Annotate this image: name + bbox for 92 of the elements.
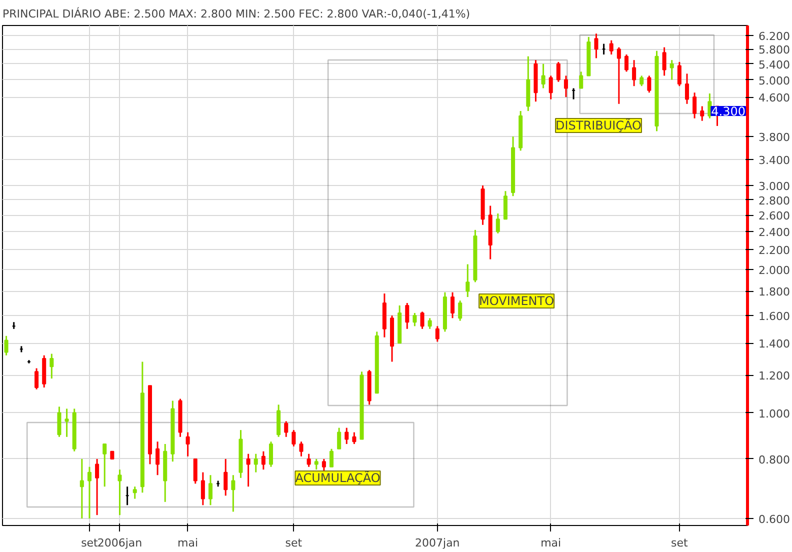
candlestick <box>34 368 39 390</box>
candlestick <box>193 458 198 484</box>
y-tick-label: 1.800 <box>758 286 790 299</box>
candlestick <box>662 46 666 76</box>
y-tick-label: 0.800 <box>758 453 790 466</box>
annotation: DISTRIBUIÇÃO <box>556 118 642 132</box>
y-tick-label: 6.200 <box>758 30 790 43</box>
candlestick <box>496 212 500 234</box>
x-tick-label: set <box>285 536 303 550</box>
candlestick <box>231 474 236 512</box>
candlestick <box>102 443 107 488</box>
y-tick-label: 2.200 <box>758 244 790 258</box>
candlestick <box>80 458 84 520</box>
candlestick <box>541 63 546 89</box>
candlestick <box>276 404 281 438</box>
candlestick <box>268 440 274 468</box>
candlestick <box>503 190 508 220</box>
x-tick-label: 2007jan <box>415 536 460 550</box>
candlestick <box>609 40 614 56</box>
y-tick-label: 4.600 <box>758 92 790 105</box>
y-tick-label: 5.400 <box>758 58 790 72</box>
candlestick <box>677 61 682 87</box>
candlestick <box>647 74 652 94</box>
candlestick <box>640 74 644 87</box>
y-tick-label: 2.600 <box>758 210 790 223</box>
candlestick <box>548 74 553 100</box>
candlestick <box>564 74 568 98</box>
y-tick-label: 0.600 <box>758 512 790 526</box>
candlestick <box>284 420 288 438</box>
candlestick <box>670 59 674 81</box>
candlestick <box>594 32 598 59</box>
y-tick-label: 2.800 <box>758 194 790 208</box>
candlestick <box>224 458 228 496</box>
annotation: ACUMULAÇÃO <box>295 470 380 485</box>
candlestick <box>118 468 122 516</box>
x-tick-label: mai <box>540 536 562 550</box>
y-tick-label: 1.000 <box>758 407 790 420</box>
y-tick-label: 1.200 <box>758 370 790 383</box>
candlestick <box>246 453 250 488</box>
candlestick <box>200 472 205 506</box>
candlestick <box>156 440 160 476</box>
candlestick <box>700 105 704 122</box>
y-tick-label: 5.000 <box>758 74 790 88</box>
chart-title: PRINCIPAL DIÁRIO ABE: 2.500 MAX: 2.800 MIN: 2.500 FEC: 2.800 VAR:-0,040(-1,41%) <box>2 6 470 20</box>
candlestick <box>344 427 349 445</box>
candlestick <box>57 406 62 438</box>
candlestick <box>95 458 100 516</box>
candlestick <box>458 300 462 322</box>
candlestick <box>684 72 690 105</box>
x-tick-label: set <box>81 536 99 550</box>
y-tick-label: 3.400 <box>758 154 790 168</box>
candlestick <box>692 92 697 120</box>
candlestick <box>299 440 304 458</box>
candlestick <box>208 474 213 506</box>
x-tick-label: 2006jan <box>97 536 142 550</box>
candlestick <box>186 432 190 458</box>
candlestick <box>466 264 470 298</box>
y-tick-label: 5.800 <box>758 44 790 57</box>
candlestick <box>50 353 54 380</box>
candlestick <box>337 427 342 450</box>
y-tick-label: 2.400 <box>758 226 790 240</box>
candlestick <box>87 466 92 520</box>
candlestick <box>405 302 410 330</box>
y-tick-label: 3.000 <box>758 180 790 193</box>
x-tick-label: mai <box>178 536 198 550</box>
candlestick <box>556 61 560 83</box>
candlestick <box>352 432 356 445</box>
candlestick <box>261 450 266 470</box>
annotation: MOVIMENTO <box>479 294 554 308</box>
y-tick-label: 1.600 <box>758 310 790 324</box>
candlestick <box>435 325 440 342</box>
y-tick-label: 1.400 <box>758 338 790 351</box>
candlestick <box>329 448 334 468</box>
candlestick <box>292 429 296 448</box>
candlestick <box>616 46 621 105</box>
candlestick <box>4 335 8 356</box>
candlestick <box>306 453 311 468</box>
candlestick <box>412 312 417 327</box>
candlestick <box>632 59 636 87</box>
candlestick <box>579 70 584 89</box>
x-tick-label: set <box>671 536 689 550</box>
candlestick <box>314 458 318 470</box>
y-tick-label: 3.800 <box>758 131 790 144</box>
candlestick <box>254 453 258 474</box>
candlestick <box>428 317 432 330</box>
candlestick <box>624 54 628 72</box>
candlestick <box>132 486 137 500</box>
y-tick-label: 2.000 <box>758 264 790 277</box>
candlestick <box>450 292 455 319</box>
annotation: 4.300 <box>711 104 746 118</box>
candlestick <box>420 310 424 330</box>
candlestick <box>64 408 69 438</box>
